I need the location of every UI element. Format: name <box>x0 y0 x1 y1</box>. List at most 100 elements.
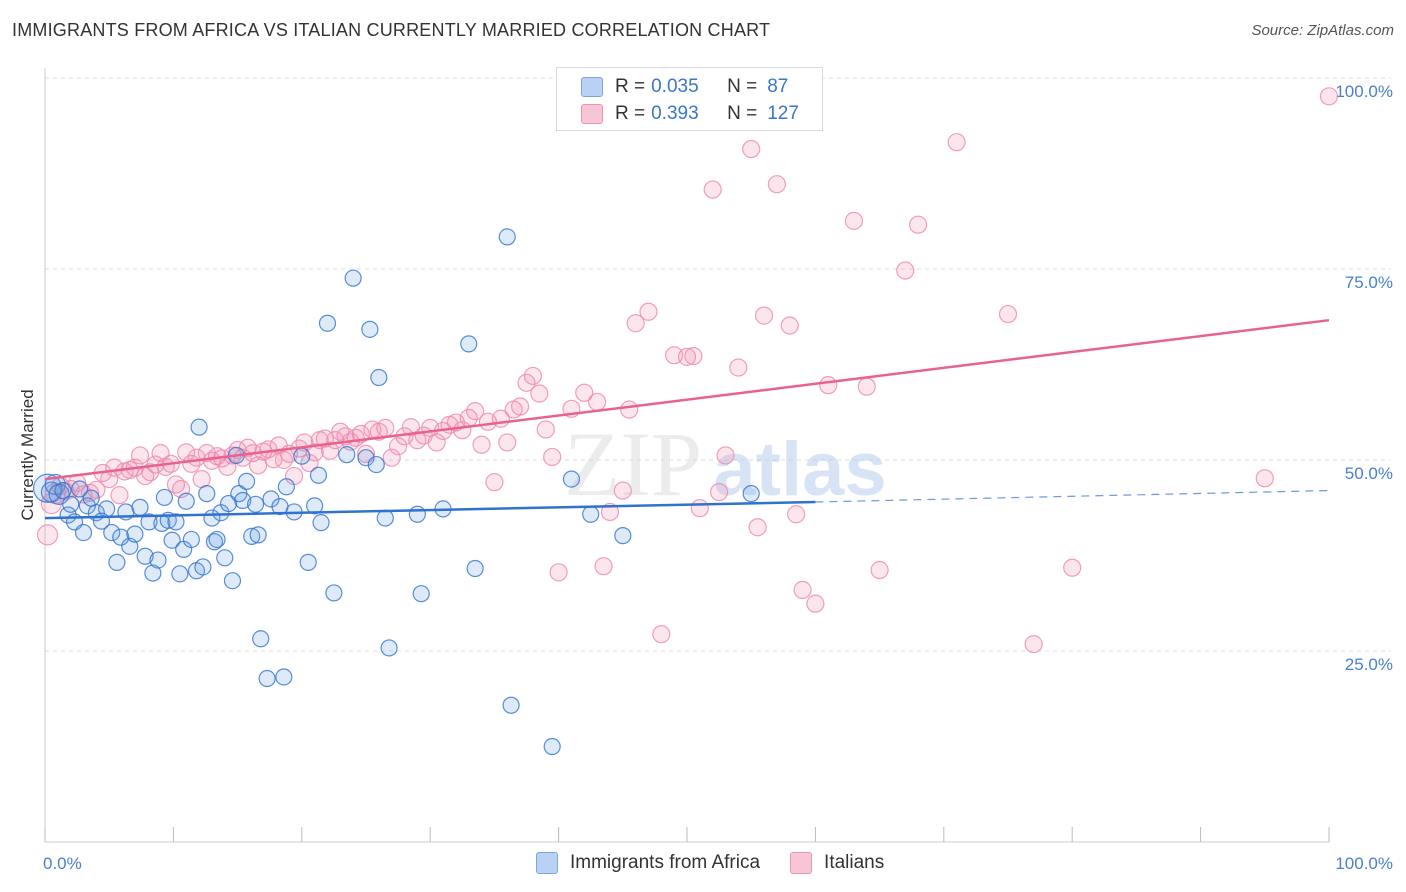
africa-point <box>466 559 484 578</box>
italians-trend-line <box>44 318 1330 481</box>
africa-point <box>344 269 362 287</box>
italians-point <box>130 446 150 465</box>
italians-point <box>639 302 658 321</box>
legend-item-africa[interactable]: Immigrants from Africa <box>536 852 760 874</box>
italians-point <box>716 446 735 465</box>
italians-point <box>594 557 613 576</box>
italians-point <box>356 444 376 463</box>
africa-point <box>149 551 167 569</box>
legend-label-africa: Immigrants from Africa <box>570 852 761 873</box>
italians-point <box>677 347 697 366</box>
africa-point <box>376 509 394 527</box>
africa-point <box>140 513 158 531</box>
africa-point <box>126 525 144 543</box>
africa-point <box>163 531 181 549</box>
series-legend: Immigrants from Africa Italians <box>536 852 914 874</box>
italians-point <box>466 402 485 421</box>
italians-point <box>703 180 722 199</box>
africa-point <box>155 488 174 507</box>
italians-point <box>575 383 594 402</box>
africa-point <box>98 500 116 518</box>
africa-point <box>543 737 561 756</box>
africa-point <box>249 526 267 544</box>
africa-point <box>54 481 72 500</box>
africa-point <box>408 505 426 523</box>
legend-n-value: 87 <box>767 76 789 97</box>
italians-point <box>620 400 639 419</box>
africa-point <box>246 495 265 513</box>
africa-point <box>367 455 385 474</box>
italians-point <box>690 499 709 518</box>
africa-point <box>167 513 185 531</box>
italians-point <box>517 373 536 392</box>
italians-point <box>376 418 395 438</box>
italians-point <box>857 377 876 396</box>
x-tick-label: 0.0% <box>43 854 82 873</box>
legend-r-label: R = <box>615 76 646 97</box>
italians-point <box>543 447 562 467</box>
africa-point <box>312 514 330 532</box>
y-tick-labels: 25.0% 50.0% 75.0% 100.0% <box>1335 82 1393 674</box>
legend-r-value: 0.393 <box>651 103 699 124</box>
italians-point <box>549 563 568 582</box>
watermark-zip: ZIP <box>564 413 702 515</box>
africa-point <box>293 447 311 465</box>
italians-point <box>626 314 645 333</box>
italians-point <box>947 133 966 152</box>
africa-point <box>412 585 430 603</box>
africa-point <box>171 565 189 583</box>
africa-point <box>309 466 328 484</box>
africa-trend-line <box>44 500 816 520</box>
italians-point <box>485 473 504 492</box>
italians-point <box>767 175 786 194</box>
y-tick-label: 75.0% <box>1345 273 1393 292</box>
italians-point <box>787 505 806 524</box>
africa-point <box>306 497 324 515</box>
italians-point <box>510 397 530 416</box>
italians-point <box>1255 469 1274 488</box>
legend-swatch-italians <box>790 852 813 874</box>
africa-point <box>361 320 379 338</box>
africa-point <box>82 489 100 507</box>
italians-point <box>536 420 555 439</box>
africa-point <box>220 494 238 513</box>
legend-n-value: 127 <box>767 103 799 124</box>
africa-point <box>190 418 208 436</box>
africa-point <box>208 530 226 549</box>
africa-point <box>59 506 77 524</box>
italians-point <box>382 448 401 467</box>
africa-point <box>216 549 234 567</box>
africa-point <box>198 485 216 503</box>
y-tick-label: 25.0% <box>1345 655 1393 674</box>
chart-source: Source: ZipAtlas.com <box>1251 22 1394 39</box>
africa-point <box>460 335 478 353</box>
africa-point <box>131 498 149 516</box>
italians-point <box>389 437 408 456</box>
italians-point <box>530 384 549 403</box>
africa-point <box>258 669 276 688</box>
italians-point <box>427 433 446 452</box>
italians-point <box>754 306 774 325</box>
italians-point <box>249 456 268 475</box>
africa-point <box>182 530 200 549</box>
africa-point <box>136 547 154 565</box>
italians-point <box>523 366 543 386</box>
italians-point <box>110 486 129 505</box>
italians-point <box>684 346 703 366</box>
africa-point <box>357 449 375 467</box>
axes <box>44 68 1330 843</box>
trend-lines <box>44 318 1330 520</box>
y-tick-label: 50.0% <box>1345 464 1393 483</box>
italians-point <box>806 594 825 613</box>
legend-row-italians: R = 0.393 N = 127 <box>581 101 799 127</box>
legend-item-italians[interactable]: Italians <box>790 852 884 874</box>
legend-n-label: N = <box>727 103 758 124</box>
italians-point <box>870 560 889 580</box>
africa-point <box>177 492 195 510</box>
italians-point <box>909 215 928 234</box>
italians-point <box>844 211 864 230</box>
africa-point <box>325 584 343 602</box>
africa-point <box>205 533 224 551</box>
africa-point <box>338 446 356 464</box>
italians-point <box>36 524 59 546</box>
